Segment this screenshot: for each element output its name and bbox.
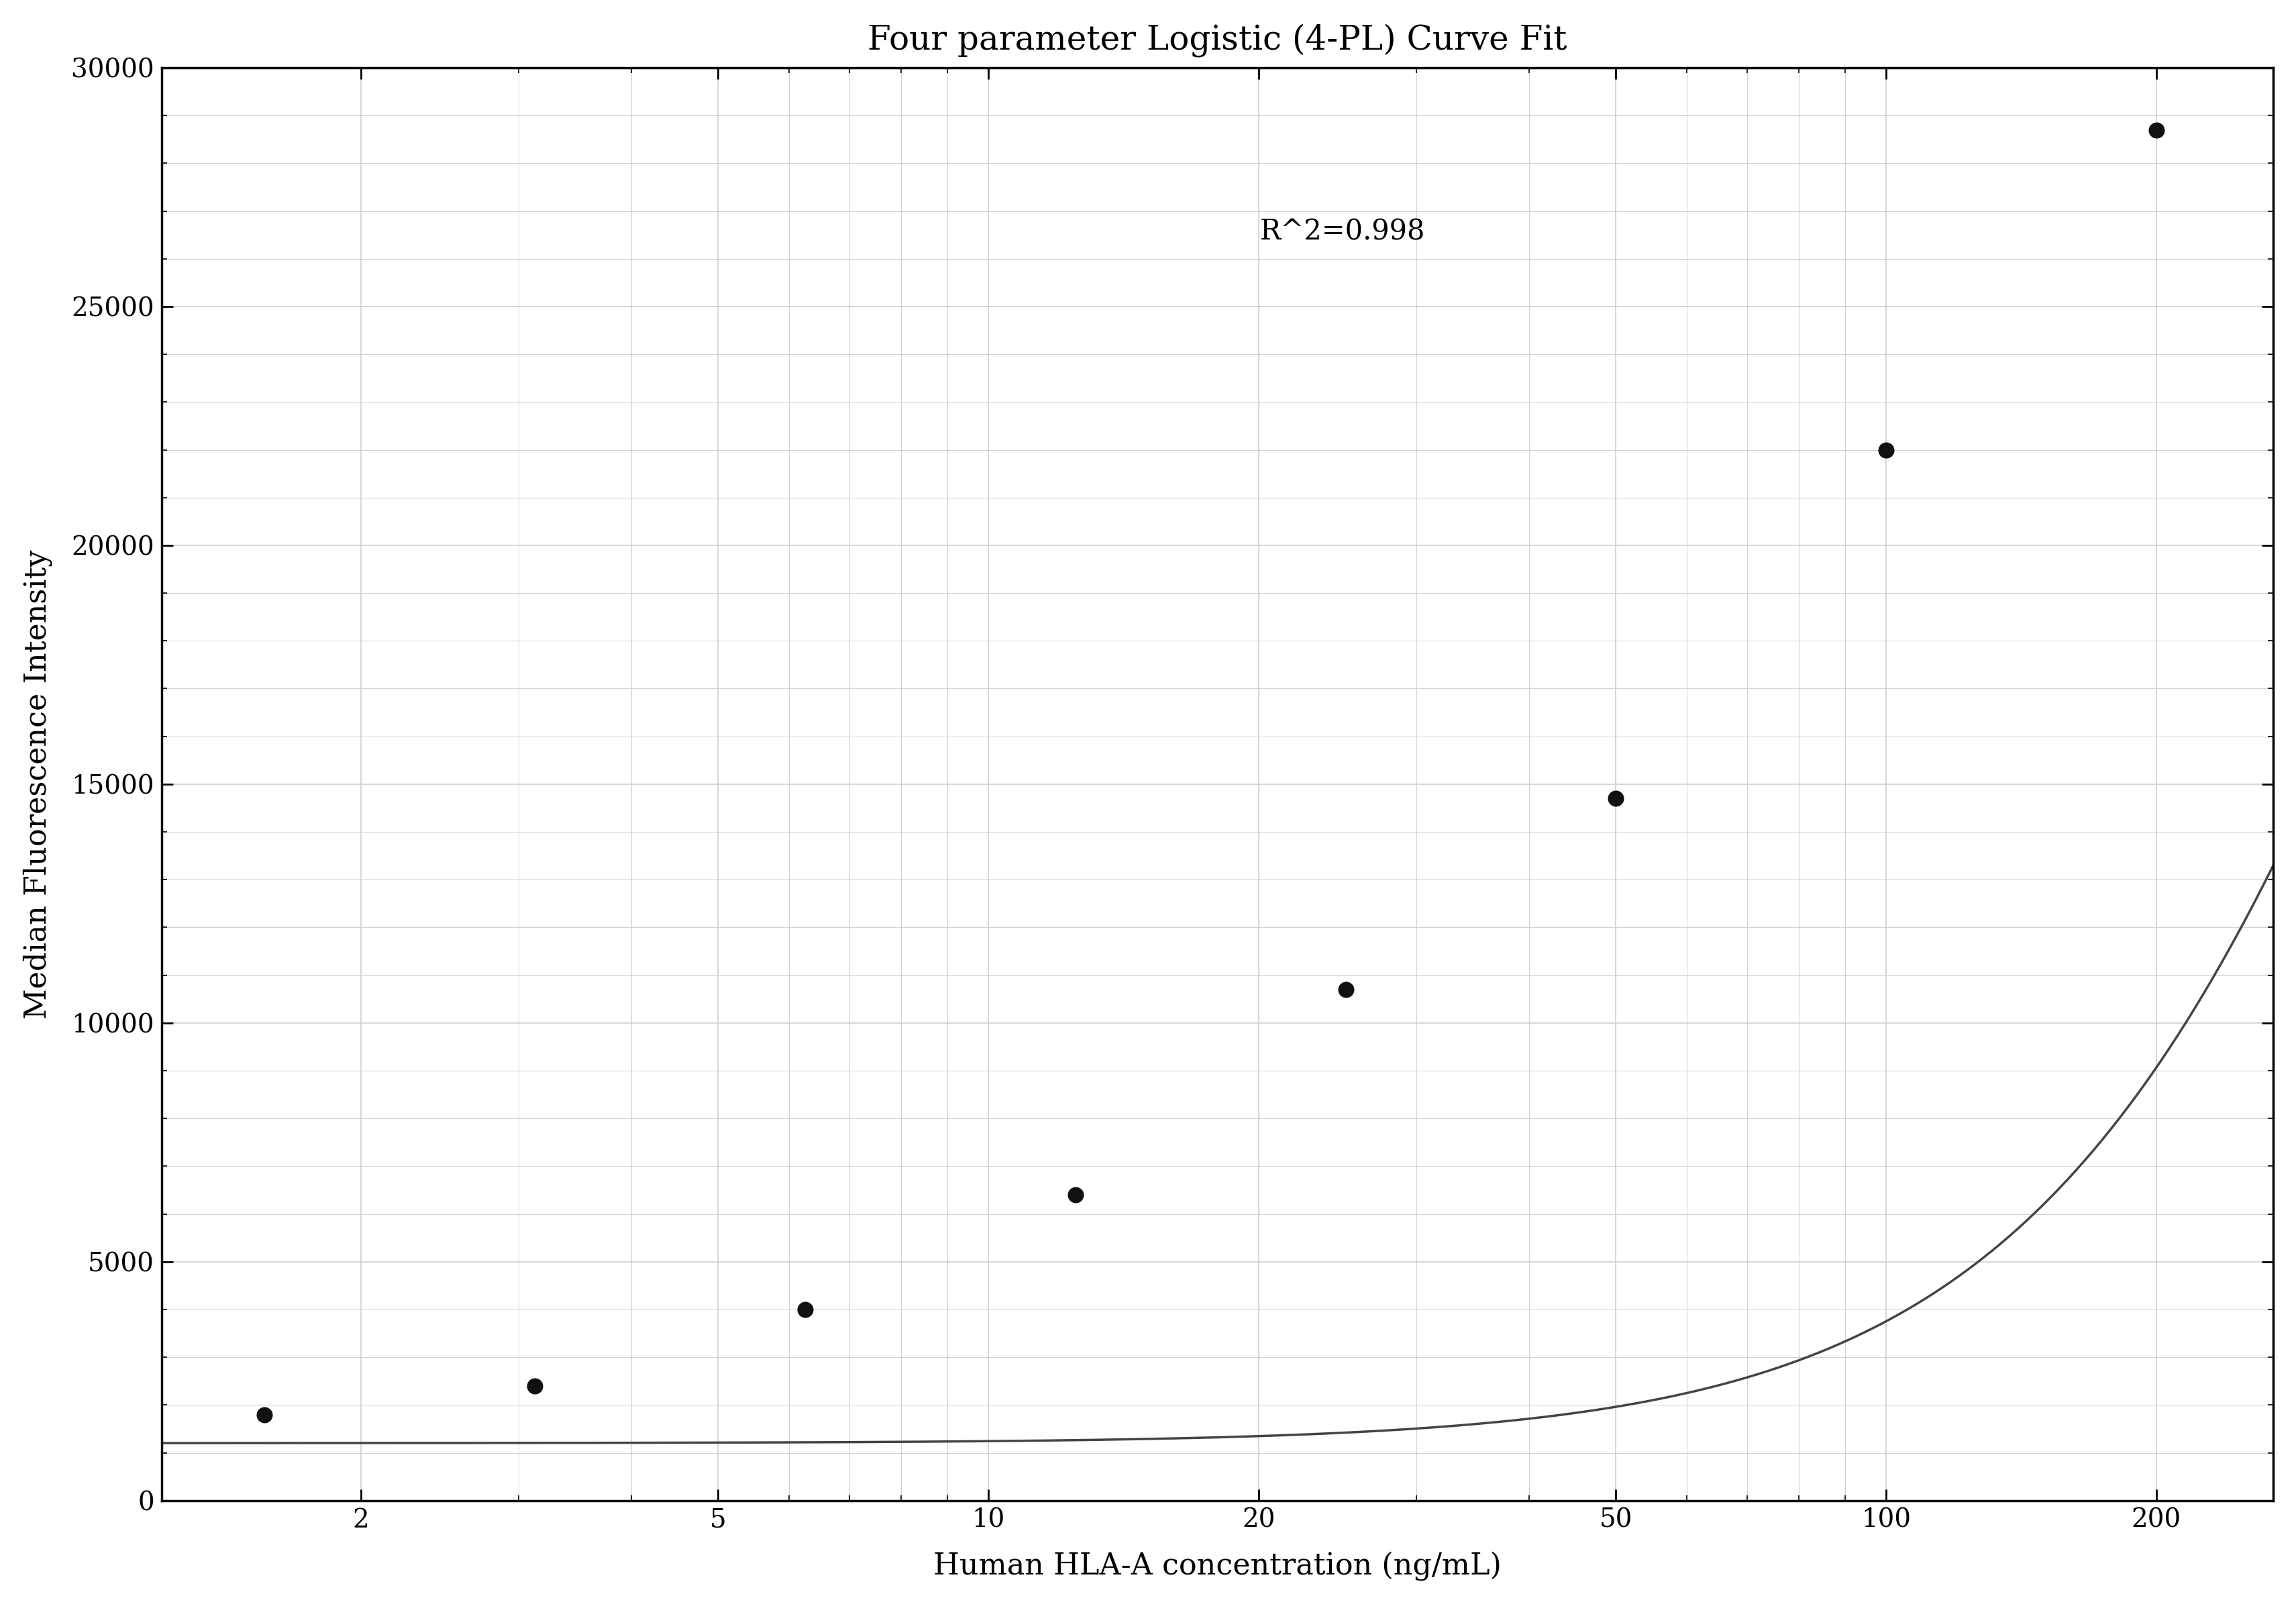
Point [246,1402,282,1428]
Point [788,1296,824,1322]
Text: R^2=0.998: R^2=0.998 [1261,218,1426,245]
Point [1867,436,1903,462]
X-axis label: Human HLA-A concentration (ng/mL): Human HLA-A concentration (ng/mL) [932,1551,1502,1580]
Y-axis label: Median Fluorescence Intensity: Median Fluorescence Intensity [23,550,53,1019]
Point [1056,1182,1093,1208]
Title: Four parameter Logistic (4-PL) Curve Fit: Four parameter Logistic (4-PL) Curve Fit [868,24,1566,56]
Point [517,1373,553,1399]
Point [2138,117,2174,143]
Point [1327,977,1364,1002]
Point [1598,786,1635,812]
